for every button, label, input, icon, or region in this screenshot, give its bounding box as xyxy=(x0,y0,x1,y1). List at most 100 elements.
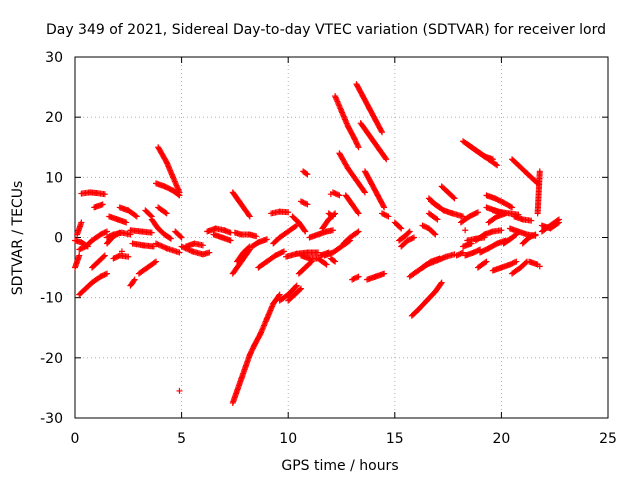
data-point xyxy=(78,219,85,226)
data-point xyxy=(436,255,443,262)
data-point xyxy=(332,258,339,265)
data-point xyxy=(315,249,322,256)
x-tick-label: 0 xyxy=(71,431,80,447)
series-arc-70 xyxy=(425,210,441,223)
series-arc-75 xyxy=(460,240,475,250)
data-point xyxy=(355,144,362,151)
data-point xyxy=(303,170,310,177)
data-point xyxy=(148,229,155,236)
series-arc-38 xyxy=(276,282,300,304)
data-point xyxy=(155,241,162,248)
y-tick-label: -10 xyxy=(40,291,63,307)
data-point xyxy=(398,225,405,232)
data-point xyxy=(536,263,543,270)
series-arc-45 xyxy=(300,168,311,178)
data-point xyxy=(292,223,299,230)
data-point xyxy=(263,236,270,243)
series-arc-77 xyxy=(457,209,481,226)
series-outlier-05 xyxy=(118,248,125,255)
chart-title: Day 349 of 2021, Sidereal Day-to-day VTE… xyxy=(46,22,606,38)
data-point xyxy=(154,241,161,248)
series-arc-03 xyxy=(78,189,108,198)
grid-lines xyxy=(75,57,608,418)
x-tick-label: 10 xyxy=(279,431,297,447)
series-arc-58 xyxy=(357,120,390,163)
data-point xyxy=(483,258,490,265)
series-arc-30 xyxy=(231,229,260,240)
data-point xyxy=(536,168,543,175)
data-point xyxy=(157,242,164,249)
data-point xyxy=(354,209,361,216)
series-arc-07 xyxy=(89,252,108,271)
series-arc-79 xyxy=(464,141,496,163)
x-tick-label: 25 xyxy=(599,431,617,447)
series-arc-92 xyxy=(511,213,535,224)
series-arc-06 xyxy=(72,237,91,250)
data-point xyxy=(555,219,562,226)
data-point xyxy=(100,253,107,260)
data-point xyxy=(438,279,445,286)
data-point xyxy=(101,191,108,198)
data-point xyxy=(397,224,404,231)
data-point xyxy=(304,201,311,208)
data-point xyxy=(378,128,385,135)
series-arc-21 xyxy=(153,180,183,199)
data-point xyxy=(162,209,169,216)
data-point xyxy=(133,213,140,220)
data-point xyxy=(336,192,343,199)
series-arc-51 xyxy=(327,255,339,265)
series-arc-22 xyxy=(155,204,170,217)
data-point xyxy=(383,156,390,163)
data-point xyxy=(159,243,166,250)
series-arc-39 xyxy=(285,285,304,304)
data-point xyxy=(361,188,368,195)
series-arc-88 xyxy=(489,258,520,274)
data-point xyxy=(512,259,519,266)
data-point xyxy=(304,171,311,178)
data-point xyxy=(354,142,361,149)
data-point xyxy=(103,270,110,277)
y-tick-label: -20 xyxy=(40,351,63,367)
data-point xyxy=(327,191,334,198)
data-point xyxy=(331,257,338,264)
series-arc-40 xyxy=(295,258,315,277)
data-point xyxy=(279,248,286,255)
data-point xyxy=(297,285,304,292)
data-point xyxy=(246,213,253,220)
series-arc-91 xyxy=(509,156,541,187)
data-point xyxy=(245,212,252,219)
data-point xyxy=(158,242,165,249)
series-arc-52 xyxy=(332,93,362,151)
data-point xyxy=(462,227,469,234)
series-arc-50 xyxy=(321,237,354,259)
data-point xyxy=(460,249,467,256)
data-point xyxy=(432,231,439,238)
series-arc-86 xyxy=(483,192,516,211)
data-point xyxy=(147,212,154,219)
data-point xyxy=(431,230,438,237)
data-point xyxy=(163,210,170,217)
data-point xyxy=(130,277,137,284)
series-arc-37 xyxy=(270,222,300,247)
data-point xyxy=(84,243,91,250)
data-point xyxy=(331,211,338,218)
series-arc-67 xyxy=(408,279,445,319)
series-arc-32 xyxy=(234,243,253,265)
series-arc-29 xyxy=(229,189,253,220)
series-arc-56 xyxy=(342,192,362,217)
data-point xyxy=(482,259,489,266)
data-point xyxy=(83,242,90,249)
data-point xyxy=(176,249,183,256)
data-point xyxy=(103,228,110,235)
series-arc-05 xyxy=(74,219,85,238)
data-point xyxy=(162,158,169,165)
axis-ticks: 0 5 10 15 20 25 -30 -20 -10 0 10 20 30 xyxy=(40,50,617,447)
data-point xyxy=(355,210,362,217)
data-point xyxy=(303,200,310,207)
data-point xyxy=(102,229,109,236)
series-arc-34 xyxy=(255,248,287,271)
data-point xyxy=(132,212,139,219)
data-point xyxy=(292,283,299,290)
series-arc-17 xyxy=(135,258,160,277)
